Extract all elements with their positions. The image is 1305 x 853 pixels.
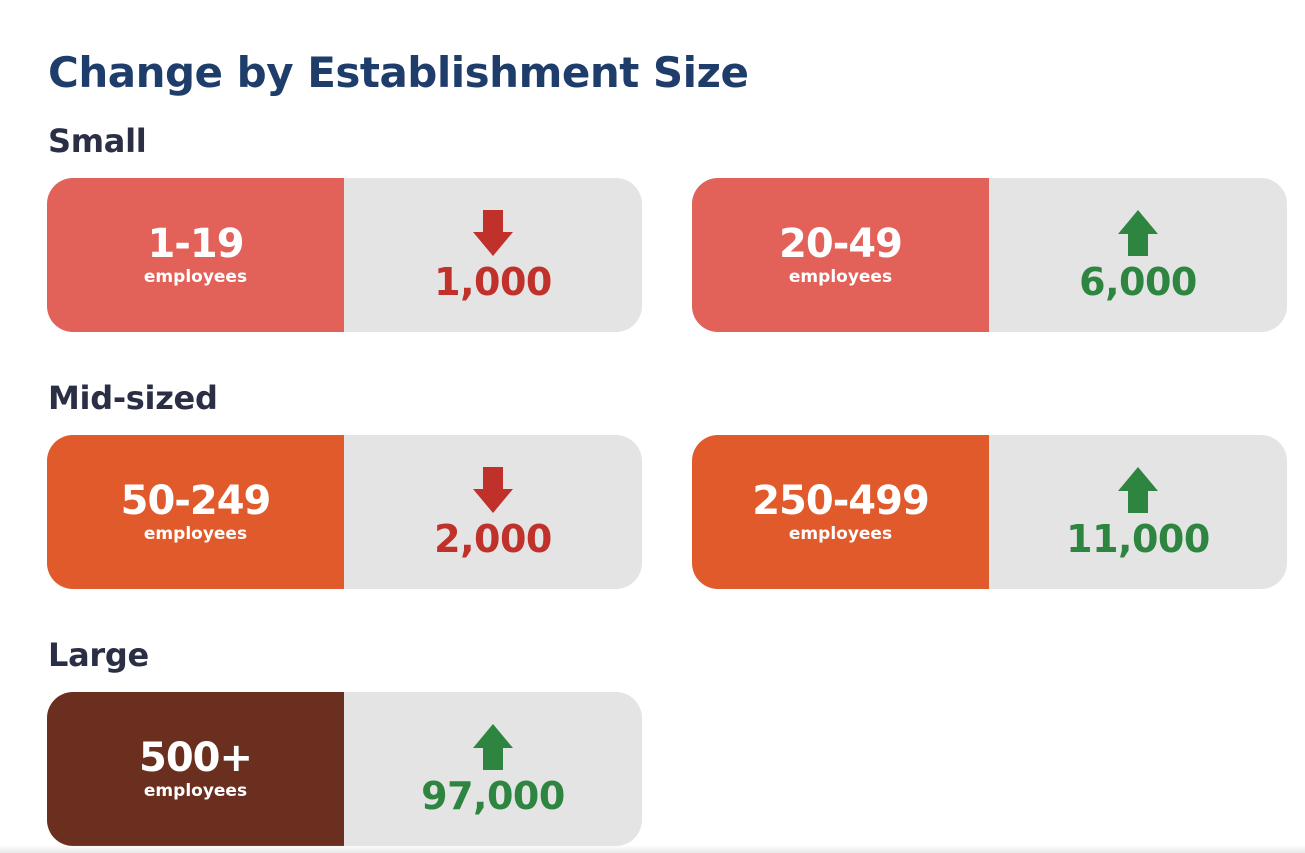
- group-label-mid-sized: Mid-sized: [48, 379, 218, 417]
- size-unit: employees: [143, 781, 248, 801]
- page-title: Change by Establishment Size: [48, 48, 749, 97]
- size-range-panel: 20-49 employees: [692, 178, 989, 332]
- arrow-down-icon: [473, 210, 513, 256]
- change-value: 1,000: [434, 260, 552, 304]
- change-panel: 1,000: [344, 178, 642, 332]
- change-panel: 2,000: [344, 435, 642, 589]
- change-value: 11,000: [1066, 517, 1210, 561]
- size-range-panel: 500+ employees: [47, 692, 344, 846]
- arrow-up-icon: [1118, 467, 1158, 513]
- size-unit: employees: [143, 524, 248, 544]
- size-range: 250-499: [752, 478, 930, 524]
- size-range: 20-49: [779, 221, 903, 267]
- size-card-50-249: 50-249 employees 2,000: [47, 435, 642, 589]
- size-unit: employees: [788, 524, 893, 544]
- size-card-20-49: 20-49 employees 6,000: [692, 178, 1287, 332]
- size-range: 1-19: [147, 221, 244, 267]
- group-label-large: Large: [48, 636, 149, 674]
- size-range-panel: 250-499 employees: [692, 435, 989, 589]
- size-card-1-19: 1-19 employees 1,000: [47, 178, 642, 332]
- arrow-up-icon: [473, 724, 513, 770]
- size-range: 50-249: [120, 478, 272, 524]
- arrow-down-icon: [473, 467, 513, 513]
- size-card-500-plus: 500+ employees 97,000: [47, 692, 642, 846]
- arrow-up-icon: [1118, 210, 1158, 256]
- change-panel: 97,000: [344, 692, 642, 846]
- change-value: 2,000: [434, 517, 552, 561]
- size-range-panel: 1-19 employees: [47, 178, 344, 332]
- change-value: 97,000: [421, 774, 565, 818]
- change-panel: 6,000: [989, 178, 1287, 332]
- bottom-edge-shadow: [0, 845, 1305, 853]
- size-unit: employees: [788, 267, 893, 287]
- size-range: 500+: [138, 735, 253, 781]
- group-label-small: Small: [48, 122, 147, 160]
- change-value: 6,000: [1079, 260, 1197, 304]
- change-panel: 11,000: [989, 435, 1287, 589]
- size-range-panel: 50-249 employees: [47, 435, 344, 589]
- size-unit: employees: [143, 267, 248, 287]
- size-card-250-499: 250-499 employees 11,000: [692, 435, 1287, 589]
